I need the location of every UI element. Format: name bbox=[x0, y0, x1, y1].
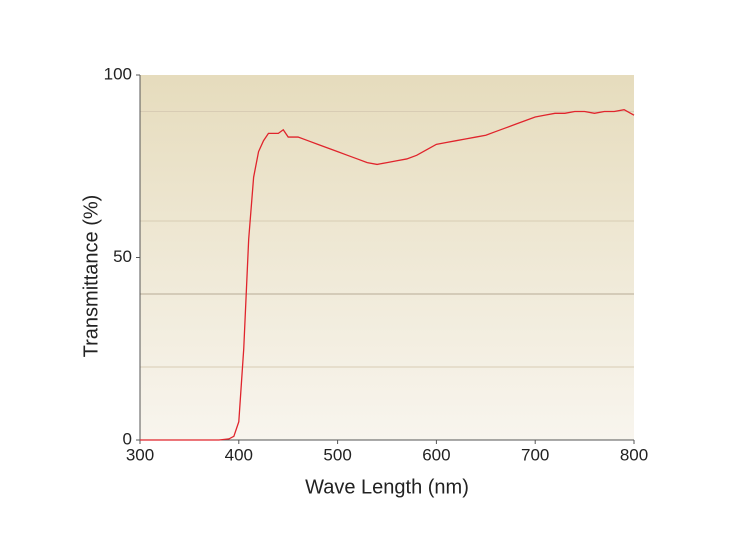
x-tick-label: 500 bbox=[323, 445, 351, 464]
y-tick-label: 50 bbox=[113, 247, 132, 266]
x-tick-label: 300 bbox=[126, 445, 154, 464]
x-axis-title: Wave Length (nm) bbox=[305, 476, 469, 498]
y-axis-title: Transmittance (%) bbox=[80, 195, 102, 358]
data-line bbox=[140, 108, 635, 441]
x-tick-label: 400 bbox=[225, 445, 253, 464]
x-tick-label: 600 bbox=[422, 445, 450, 464]
y-tick-label: 0 bbox=[123, 429, 132, 448]
plot-area bbox=[140, 75, 634, 440]
x-tick-label: 800 bbox=[620, 445, 648, 464]
y-tick-label: 100 bbox=[104, 64, 132, 83]
x-tick-label: 700 bbox=[521, 445, 549, 464]
